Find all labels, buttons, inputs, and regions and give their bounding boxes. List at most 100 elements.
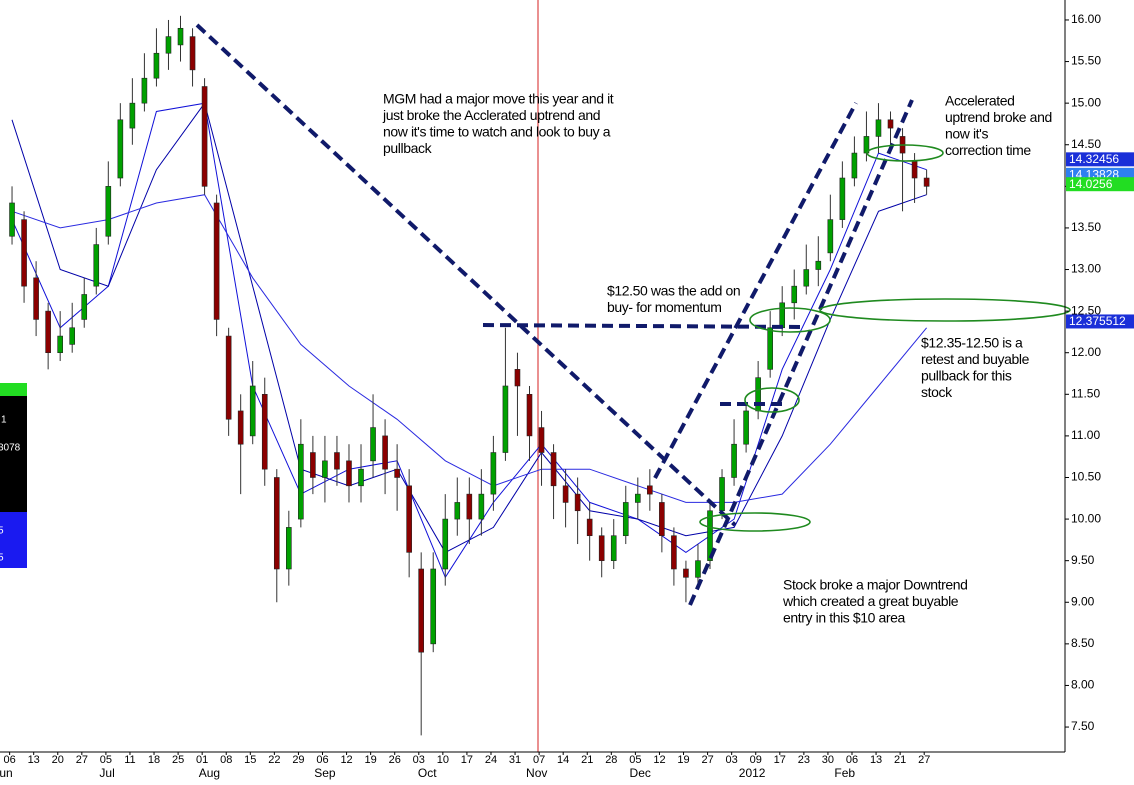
candle-body — [815, 260, 822, 270]
y-tick-label: 9.50 — [1071, 553, 1095, 567]
candle-body — [875, 119, 882, 137]
x-tick-label: 17 — [461, 754, 473, 766]
annotation-text: retest and buyable — [921, 351, 1030, 367]
y-tick-label: 8.00 — [1071, 678, 1095, 692]
candle-body — [358, 468, 364, 487]
candle-body — [406, 485, 412, 553]
candle-body — [322, 460, 328, 478]
candle-body — [526, 394, 533, 437]
candle-body — [683, 568, 689, 578]
panel-text: 1 — [1, 415, 7, 426]
y-tick-label: 8.50 — [1071, 636, 1095, 650]
price-tag — [1066, 177, 1134, 192]
x-tick-label: 20 — [52, 754, 64, 766]
panel-box — [0, 396, 27, 512]
y-tick-label: 11.00 — [1071, 428, 1100, 442]
highlight-ellipse — [744, 387, 800, 413]
panel-text: 3078 — [0, 443, 21, 454]
x-tick-label: 13 — [28, 754, 40, 766]
candle-body — [394, 468, 400, 478]
x-tick-label: 26 — [389, 754, 401, 766]
x-tick-label: 11 — [124, 754, 135, 766]
x-tick-label: 18 — [148, 754, 160, 766]
candle-body — [622, 502, 629, 537]
y-tick-label: 14.50 — [1071, 137, 1101, 151]
candle-body — [273, 477, 280, 570]
y-tick-label: 11.50 — [1071, 386, 1100, 400]
x-tick-label: 19 — [677, 754, 689, 766]
candle-body — [839, 177, 846, 220]
panel-box — [0, 512, 27, 568]
annotation-text: Accelerated — [945, 93, 1015, 109]
candle-body — [201, 86, 208, 187]
x-tick-label: 30 — [822, 754, 834, 766]
x-tick-label: 27 — [918, 754, 930, 766]
annotation-text: $12.50 was the add on — [607, 283, 740, 299]
annotation-text: which created a great buyable — [782, 593, 959, 609]
annotation-text: Stock broke a major Downtrend — [783, 577, 968, 593]
month-label: 2012 — [739, 766, 766, 780]
month-label: Jul — [99, 766, 114, 780]
x-tick-label: 27 — [76, 754, 88, 766]
side-panel: 1 3078 5 5 — [0, 383, 27, 568]
y-tick-label: 10.00 — [1071, 511, 1101, 525]
panel-text: 5 — [0, 553, 4, 564]
trend-line — [688, 99, 914, 606]
annotations: MGM had a major move this year and itjus… — [382, 91, 1052, 626]
x-tick-label: 29 — [292, 754, 304, 766]
candle-body — [923, 177, 930, 187]
candle-body — [177, 27, 184, 46]
candle-body — [478, 493, 485, 520]
price-tag-label: 14.0256 — [1069, 177, 1113, 191]
trend-line — [482, 323, 801, 329]
y-tick-label: 15.50 — [1071, 54, 1101, 68]
candle-body — [743, 410, 749, 445]
candle-body — [803, 269, 810, 287]
annotation-text: $12.35-12.50 is a — [921, 335, 1023, 351]
x-tick-label: 10 — [437, 754, 449, 766]
x-tick-label: 03 — [413, 754, 425, 766]
y-tick-label: 13.00 — [1071, 262, 1101, 276]
candle-body — [731, 443, 737, 478]
candle-body — [514, 369, 521, 387]
x-tick-label: 25 — [172, 754, 184, 766]
x-tick-label: 21 — [581, 754, 593, 766]
candle-body — [105, 186, 112, 237]
candle-body — [791, 285, 798, 304]
candle-body — [141, 77, 148, 104]
x-tick-label: 28 — [605, 754, 617, 766]
annotation-text: MGM had a major move this year and it — [383, 91, 614, 107]
candle-body — [9, 202, 15, 237]
candle-body — [610, 535, 617, 561]
candle-body — [334, 452, 340, 470]
annotation-text: buy- for momentum — [607, 299, 722, 315]
x-tick-label: 03 — [726, 754, 738, 766]
candle-body — [249, 385, 256, 437]
annotation-text: correction time — [945, 142, 1031, 158]
candle-body — [851, 152, 858, 179]
x-tick-label: 22 — [268, 754, 280, 766]
annotation-text: uptrend broke and — [945, 109, 1052, 125]
candle-body — [827, 219, 834, 254]
annotation-text: stock — [921, 384, 953, 400]
x-tick-label: 31 — [509, 754, 521, 766]
y-tick-label: 16.00 — [1071, 12, 1101, 26]
candle-body — [538, 427, 545, 453]
candle-body — [490, 452, 497, 495]
candle-body — [165, 36, 172, 54]
month-label: Feb — [834, 766, 855, 780]
candle-body — [659, 502, 665, 537]
candle-body — [225, 335, 232, 420]
month-label: Aug — [199, 766, 220, 780]
x-tick-label: 07 — [533, 754, 545, 766]
x-tick-label: 13 — [870, 754, 882, 766]
x-tick-label: 08 — [220, 754, 232, 766]
candle-body — [466, 493, 473, 520]
x-tick-label: 17 — [774, 754, 786, 766]
month-label: Jun — [0, 766, 13, 780]
candle-body — [81, 294, 88, 320]
candle-body — [346, 460, 352, 487]
y-tick-label: 13.50 — [1071, 220, 1101, 234]
candle-body — [261, 394, 268, 470]
plot-area — [9, 15, 930, 736]
